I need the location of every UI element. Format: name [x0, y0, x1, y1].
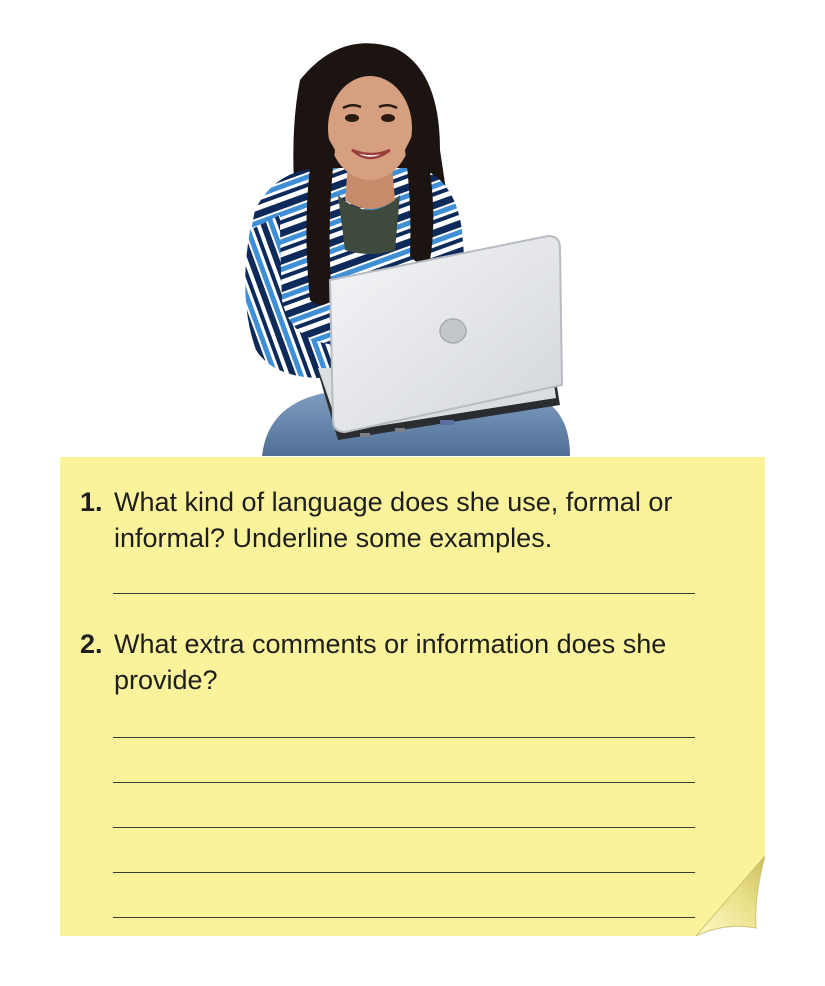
answer-line[interactable] [113, 917, 695, 918]
answer-line[interactable] [113, 827, 695, 828]
question-number: 1. [80, 487, 103, 517]
question-text: What kind of language does she use, form… [114, 487, 673, 553]
question-1: 1. What kind of language does she use, f… [80, 484, 700, 556]
answer-line[interactable] [113, 782, 695, 783]
answer-line[interactable] [113, 737, 695, 738]
question-note: 1. What kind of language does she use, f… [60, 457, 765, 936]
answer-line[interactable] [113, 872, 695, 873]
question-text: What extra comments or information does … [114, 629, 667, 695]
question-number: 2. [80, 629, 103, 659]
woman-with-laptop-photo [245, 43, 570, 456]
answer-line[interactable] [113, 593, 695, 594]
question-2: 2. What extra comments or information do… [80, 626, 700, 698]
page-curl-corner [696, 856, 765, 936]
